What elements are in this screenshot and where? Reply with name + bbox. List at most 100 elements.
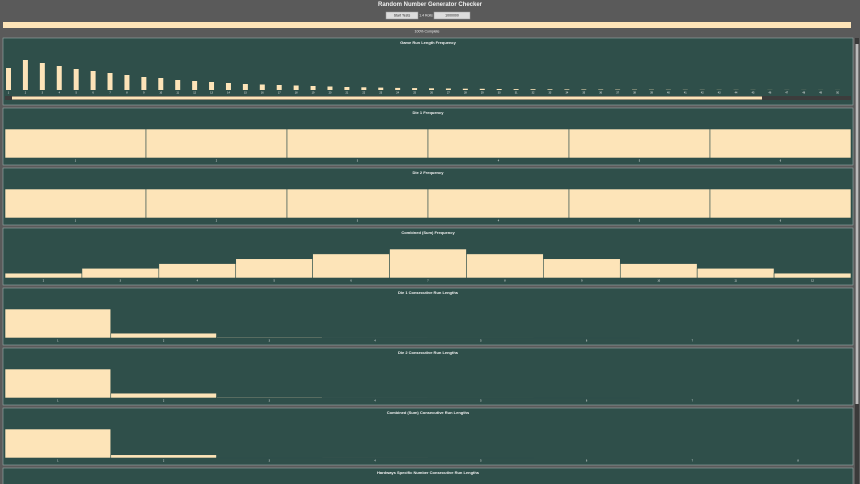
bar	[513, 89, 519, 90]
x-tick-label: 25	[413, 92, 416, 95]
bar	[427, 188, 570, 219]
x-tick-label: 18	[295, 92, 298, 95]
bar	[81, 267, 160, 279]
x-tick-label: 27	[447, 92, 450, 95]
bar	[124, 75, 130, 90]
x-tick-label: 1	[75, 160, 77, 163]
bar	[259, 84, 265, 90]
bar	[22, 60, 28, 90]
bar	[225, 83, 231, 90]
bar	[568, 188, 711, 219]
bar	[530, 89, 536, 90]
bar	[107, 73, 113, 90]
bar	[175, 80, 181, 90]
x-tick-label: 20	[329, 92, 332, 95]
x-tick-label: 38	[633, 92, 636, 95]
rolls-input-value: 1000000	[445, 13, 459, 17]
x-tick-label: 6	[92, 92, 94, 95]
x-tick-label: 16	[261, 92, 264, 95]
x-tick-label: 39	[650, 92, 653, 95]
x-tick-label: 11	[734, 280, 737, 283]
bar	[293, 85, 299, 90]
x-tick-label: 10	[657, 280, 660, 283]
bar	[209, 82, 215, 90]
x-tick-label: 24	[396, 92, 399, 95]
start-button[interactable]	[385, 11, 419, 20]
bar	[564, 89, 570, 90]
x-tick-label: 4	[374, 400, 376, 403]
x-tick-label: 4	[374, 460, 376, 463]
bar	[158, 263, 237, 279]
x-tick-label: 43	[718, 92, 721, 95]
bar	[73, 69, 79, 90]
x-tick-label: 12	[193, 92, 196, 95]
bar	[286, 188, 429, 219]
x-tick-label: 7	[692, 340, 694, 343]
bar	[4, 308, 112, 339]
chart-title: Die 2 Frequency	[413, 170, 445, 175]
x-tick-label: 22	[362, 92, 365, 95]
x-tick-label: 4	[498, 160, 500, 163]
chart-title: Combined (Sum) Consecutive Run Lengths	[387, 410, 470, 415]
x-tick-label: 3	[269, 340, 271, 343]
x-tick-label: 49	[819, 92, 822, 95]
x-tick-label: 11	[176, 92, 179, 95]
x-tick-label: 8	[797, 460, 799, 463]
bar	[141, 77, 147, 90]
bar	[344, 87, 350, 90]
bar	[216, 336, 323, 339]
x-tick-label: 45	[752, 92, 755, 95]
bar	[4, 272, 83, 279]
progress-bar	[3, 22, 851, 28]
x-tick-label: 17	[278, 92, 281, 95]
x-tick-label: 31	[515, 92, 518, 95]
bar	[286, 128, 429, 159]
x-tick-label: 8	[126, 92, 128, 95]
x-tick-label: 6	[350, 280, 352, 283]
progress-label: 100% Complete	[415, 29, 440, 33]
x-tick-label: 5	[639, 160, 641, 163]
chart-title: Hardways Specific Number Consecutive Run…	[377, 470, 480, 475]
bar	[361, 87, 367, 90]
x-tick-label: 50	[836, 92, 839, 95]
bar	[581, 89, 587, 90]
x-tick-label: 41	[684, 92, 687, 95]
chart-panel	[2, 37, 854, 106]
x-tick-label: 10	[159, 92, 162, 95]
x-tick-label: 3	[42, 92, 44, 95]
x-tick-label: 44	[735, 92, 738, 95]
x-tick-label: 13	[210, 92, 213, 95]
x-tick-label: 2	[163, 460, 165, 463]
x-tick-label: 9	[143, 92, 145, 95]
x-tick-label: 5	[273, 280, 275, 283]
x-tick-label: 3	[269, 400, 271, 403]
bar	[90, 71, 96, 90]
window-title: Random Number Generator Checker	[378, 2, 483, 8]
x-tick-label: 2	[25, 92, 27, 95]
x-tick-label: 4	[374, 340, 376, 343]
h-scrollbar-thumb	[12, 96, 762, 100]
bar	[242, 84, 248, 90]
rolls-input[interactable]	[433, 11, 471, 20]
bar	[543, 258, 621, 279]
x-tick-label: 3	[357, 220, 359, 223]
scrollbar-thumb[interactable]	[855, 44, 859, 404]
bar	[216, 396, 323, 399]
bar	[395, 87, 401, 90]
x-tick-label: 46	[769, 92, 772, 95]
bar	[619, 263, 698, 279]
x-tick-label: 3	[120, 280, 122, 283]
chart-title: Die 1 Consecutive Run Lengths	[398, 290, 459, 295]
bar	[378, 87, 384, 90]
x-tick-label: 29	[481, 92, 484, 95]
x-tick-label: 3	[269, 460, 271, 463]
bar	[110, 392, 217, 399]
bar	[110, 332, 217, 339]
x-tick-label: 6	[780, 220, 782, 223]
x-tick-label: 36	[599, 92, 602, 95]
x-tick-label: 1	[75, 220, 77, 223]
bar	[310, 86, 316, 90]
x-tick-label: 1	[57, 400, 59, 403]
x-tick-label: 6	[586, 340, 588, 343]
